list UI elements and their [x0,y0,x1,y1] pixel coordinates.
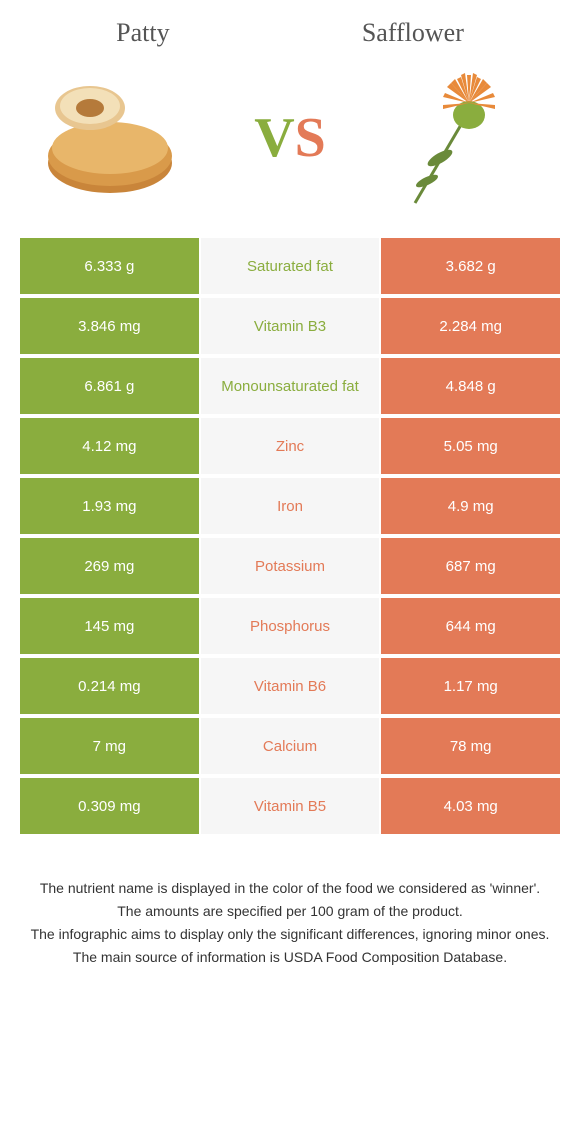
table-row: 3.846 mgVitamin B32.284 mg [20,298,560,354]
nutrient-label: Vitamin B3 [201,298,380,354]
left-value: 7 mg [20,718,199,774]
right-food-title: Safflower [362,18,464,48]
right-value: 4.848 g [381,358,560,414]
right-value: 687 mg [381,538,560,594]
footer-line-2: The amounts are specified per 100 gram o… [30,901,550,922]
left-value: 145 mg [20,598,199,654]
nutrient-table: 6.333 gSaturated fat3.682 g3.846 mgVitam… [20,238,560,834]
nutrient-label: Vitamin B5 [201,778,380,834]
footer-line-4: The main source of information is USDA F… [30,947,550,968]
vs-label: VS [254,106,326,170]
right-value: 78 mg [381,718,560,774]
footer-line-3: The infographic aims to display only the… [30,924,550,945]
safflower-image [390,68,550,208]
left-value: 4.12 mg [20,418,199,474]
table-row: 7 mgCalcium78 mg [20,718,560,774]
right-value: 4.9 mg [381,478,560,534]
vs-row: VS [0,58,580,238]
footer-line-1: The nutrient name is displayed in the co… [30,878,550,899]
right-value: 3.682 g [381,238,560,294]
right-value: 1.17 mg [381,658,560,714]
table-row: 6.861 gMonounsaturated fat4.848 g [20,358,560,414]
vs-s: S [295,107,326,169]
patty-image [30,68,190,208]
right-value: 644 mg [381,598,560,654]
nutrient-label: Calcium [201,718,380,774]
table-row: 269 mgPotassium687 mg [20,538,560,594]
left-value: 0.214 mg [20,658,199,714]
footer-notes: The nutrient name is displayed in the co… [0,838,580,968]
nutrient-label: Iron [201,478,380,534]
left-value: 6.861 g [20,358,199,414]
left-value: 1.93 mg [20,478,199,534]
nutrient-label: Potassium [201,538,380,594]
right-value: 4.03 mg [381,778,560,834]
right-value: 2.284 mg [381,298,560,354]
table-row: 4.12 mgZinc5.05 mg [20,418,560,474]
table-row: 145 mgPhosphorus644 mg [20,598,560,654]
vs-v: V [254,107,294,169]
left-food-title: Patty [116,18,169,48]
header: Patty Safflower [0,0,580,58]
left-value: 3.846 mg [20,298,199,354]
nutrient-label: Vitamin B6 [201,658,380,714]
left-value: 0.309 mg [20,778,199,834]
nutrient-label: Phosphorus [201,598,380,654]
left-value: 6.333 g [20,238,199,294]
table-row: 0.309 mgVitamin B54.03 mg [20,778,560,834]
table-row: 1.93 mgIron4.9 mg [20,478,560,534]
nutrient-label: Zinc [201,418,380,474]
table-row: 0.214 mgVitamin B61.17 mg [20,658,560,714]
right-value: 5.05 mg [381,418,560,474]
nutrient-label: Saturated fat [201,238,380,294]
nutrient-label: Monounsaturated fat [201,358,380,414]
left-value: 269 mg [20,538,199,594]
table-row: 6.333 gSaturated fat3.682 g [20,238,560,294]
